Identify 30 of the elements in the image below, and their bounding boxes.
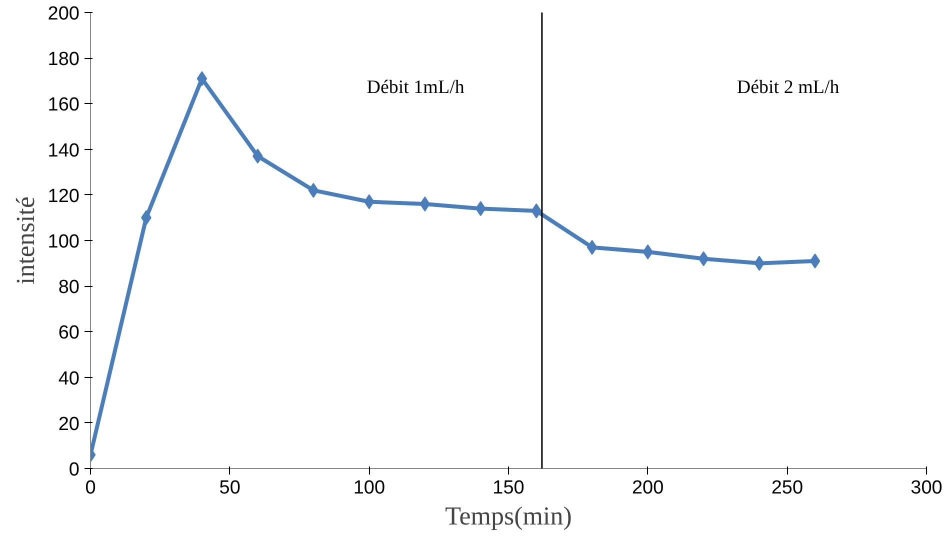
point — [420, 196, 430, 212]
y-tick-label: 120 — [48, 186, 80, 207]
y-tick-label: 140 — [48, 140, 80, 162]
x-tick-label: 300 — [910, 478, 942, 498]
point — [698, 251, 709, 266]
point — [196, 71, 208, 86]
y-tick-label: 200 — [48, 4, 80, 24]
x-tick-label: 200 — [632, 478, 664, 498]
x-axis-title: Temps(min) — [445, 502, 572, 530]
y-tick-label: 180 — [48, 49, 80, 70]
y-tick-label: 80 — [58, 277, 80, 298]
x-tick-label: 50 — [219, 478, 240, 498]
point — [810, 254, 820, 269]
y-tick-label: 0 — [68, 460, 80, 480]
point — [586, 240, 598, 255]
y-tick-label: 160 — [48, 94, 80, 116]
annotation: Débit 2 mL/h — [736, 77, 840, 98]
point — [531, 203, 542, 218]
y-axis-title: intensité — [10, 196, 40, 285]
y-tick-label: 100 — [48, 232, 80, 252]
y-tick-label: 40 — [58, 368, 80, 390]
annotation: Débit 1mL/h — [366, 77, 465, 98]
point — [475, 201, 486, 216]
y-tick-label: 20 — [58, 414, 80, 435]
y-tick-label: 60 — [58, 322, 80, 344]
point — [308, 182, 319, 198]
x-tick-label: 0 — [85, 478, 96, 498]
x-tick-label: 250 — [771, 478, 804, 498]
x-tick-label: 150 — [492, 478, 524, 498]
x-tick-label: 100 — [353, 478, 386, 498]
